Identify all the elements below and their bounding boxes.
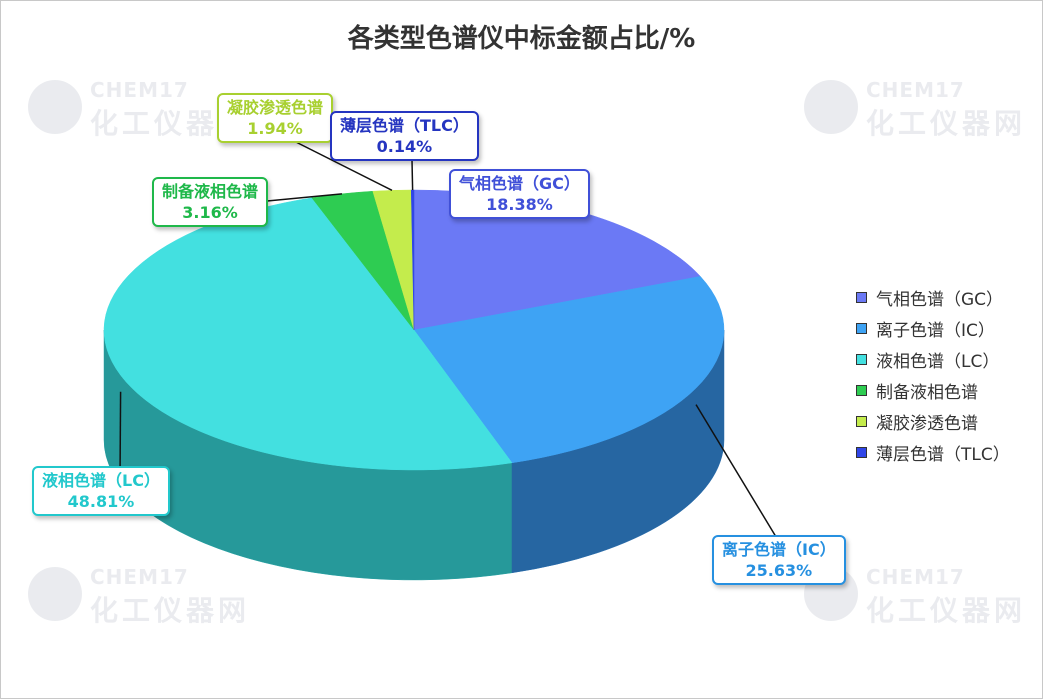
legend-item-5[interactable]: 薄层色谱（TLC） — [856, 437, 1010, 468]
data-label-3: 制备液相色谱 3.16% — [152, 177, 269, 227]
data-label-5: 薄层色谱（TLC） 0.14% — [330, 111, 479, 161]
pie-slice-离子色谱（IC）[interactable] — [413, 276, 725, 464]
legend-item-0[interactable]: 气相色谱（GC） — [856, 282, 1010, 313]
pie-slice-薄层色谱（TLC）[interactable] — [410, 189, 415, 331]
data-label-name: 气相色谱（GC） — [459, 174, 580, 193]
legend-label: 液相色谱（LC） — [876, 352, 1000, 372]
legend-swatch — [856, 385, 867, 396]
watermark-brand-en: CHEM17 — [866, 78, 965, 102]
data-label-value: 25.63% — [745, 561, 813, 580]
data-label-name: 液相色谱（LC） — [42, 471, 160, 490]
legend-items: 气相色谱（GC） 离子色谱（IC） 液相色谱（LC） 制备液相色谱 凝胶渗透色谱薄层色谱… — [856, 282, 1010, 468]
watermark-bottom-right: CHEM17 化工仪器网 — [804, 565, 1027, 629]
legend-swatch — [856, 416, 867, 427]
data-label-name: 离子色谱（IC） — [722, 540, 836, 559]
data-label-value: 1.94% — [247, 119, 303, 138]
data-label-name: 凝胶渗透色谱 — [227, 98, 324, 117]
data-label-1: 离子色谱（IC） 25.63% — [712, 535, 846, 585]
watermark-logo-icon — [28, 567, 82, 621]
watermark-logo-icon — [28, 80, 82, 134]
legend-item-4[interactable]: 凝胶渗透色谱 — [856, 406, 1010, 437]
leader-line-4 — [279, 133, 393, 192]
watermark-brand-cn: 化工仪器网 — [90, 594, 251, 627]
pie-side-shade — [104, 330, 724, 580]
legend-swatch — [856, 292, 867, 303]
legend-item-1[interactable]: 离子色谱（IC） — [856, 313, 1010, 344]
watermark-brand-en: CHEM17 — [866, 565, 965, 589]
watermark-brand-en: CHEM17 — [90, 565, 189, 589]
data-label-name: 薄层色谱（TLC） — [340, 116, 469, 135]
watermark-top-right: CHEM17 化工仪器网 — [804, 78, 1027, 142]
data-label-value: 48.81% — [67, 492, 135, 511]
legend-swatch — [856, 354, 867, 365]
watermark-brand-cn: 化工仪器网 — [866, 594, 1027, 627]
data-label-value: 18.38% — [486, 195, 553, 214]
legend-label: 制备液相色谱 — [876, 383, 978, 403]
legend-label: 气相色谱（GC） — [876, 290, 1004, 310]
data-label-name: 制备液相色谱 — [162, 182, 259, 201]
pie-tops — [103, 189, 725, 471]
legend-label: 离子色谱（IC） — [876, 321, 995, 341]
data-label-4: 凝胶渗透色谱 1.94% — [217, 93, 334, 143]
data-label-2: 液相色谱（LC） 48.81% — [32, 466, 170, 516]
watermark-brand-cn: 化工仪器网 — [866, 107, 1027, 140]
watermark-brand-en: CHEM17 — [90, 78, 189, 102]
legend-swatch — [856, 323, 867, 334]
watermark-logo-icon — [804, 80, 858, 134]
leader-line-2 — [119, 391, 122, 481]
leader-line-1 — [695, 404, 791, 561]
legend-item-3[interactable]: 制备液相色谱 — [856, 375, 1010, 406]
watermark-bottom-left: CHEM17 化工仪器网 — [28, 565, 251, 629]
data-label-value: 3.16% — [182, 203, 238, 222]
pie-slice-液相色谱（LC）[interactable] — [103, 197, 513, 471]
legend-label: 薄层色谱（TLC） — [876, 445, 1010, 465]
legend-label: 凝胶渗透色谱 — [876, 414, 978, 434]
chart-title: 各类型色谱仪中标金额占比/% — [347, 24, 696, 54]
data-label-value: 0.14% — [376, 137, 433, 156]
data-label-0: 气相色谱（GC） 18.38% — [449, 169, 590, 219]
legend-item-2[interactable]: 液相色谱（LC） — [856, 344, 1010, 375]
legend: 气相色谱（GC） 离子色谱（IC） 液相色谱（LC） 制备液相色谱 凝胶渗透色谱薄层色谱… — [856, 282, 1010, 468]
legend-swatch — [856, 447, 867, 458]
leader-line-5 — [411, 159, 414, 191]
